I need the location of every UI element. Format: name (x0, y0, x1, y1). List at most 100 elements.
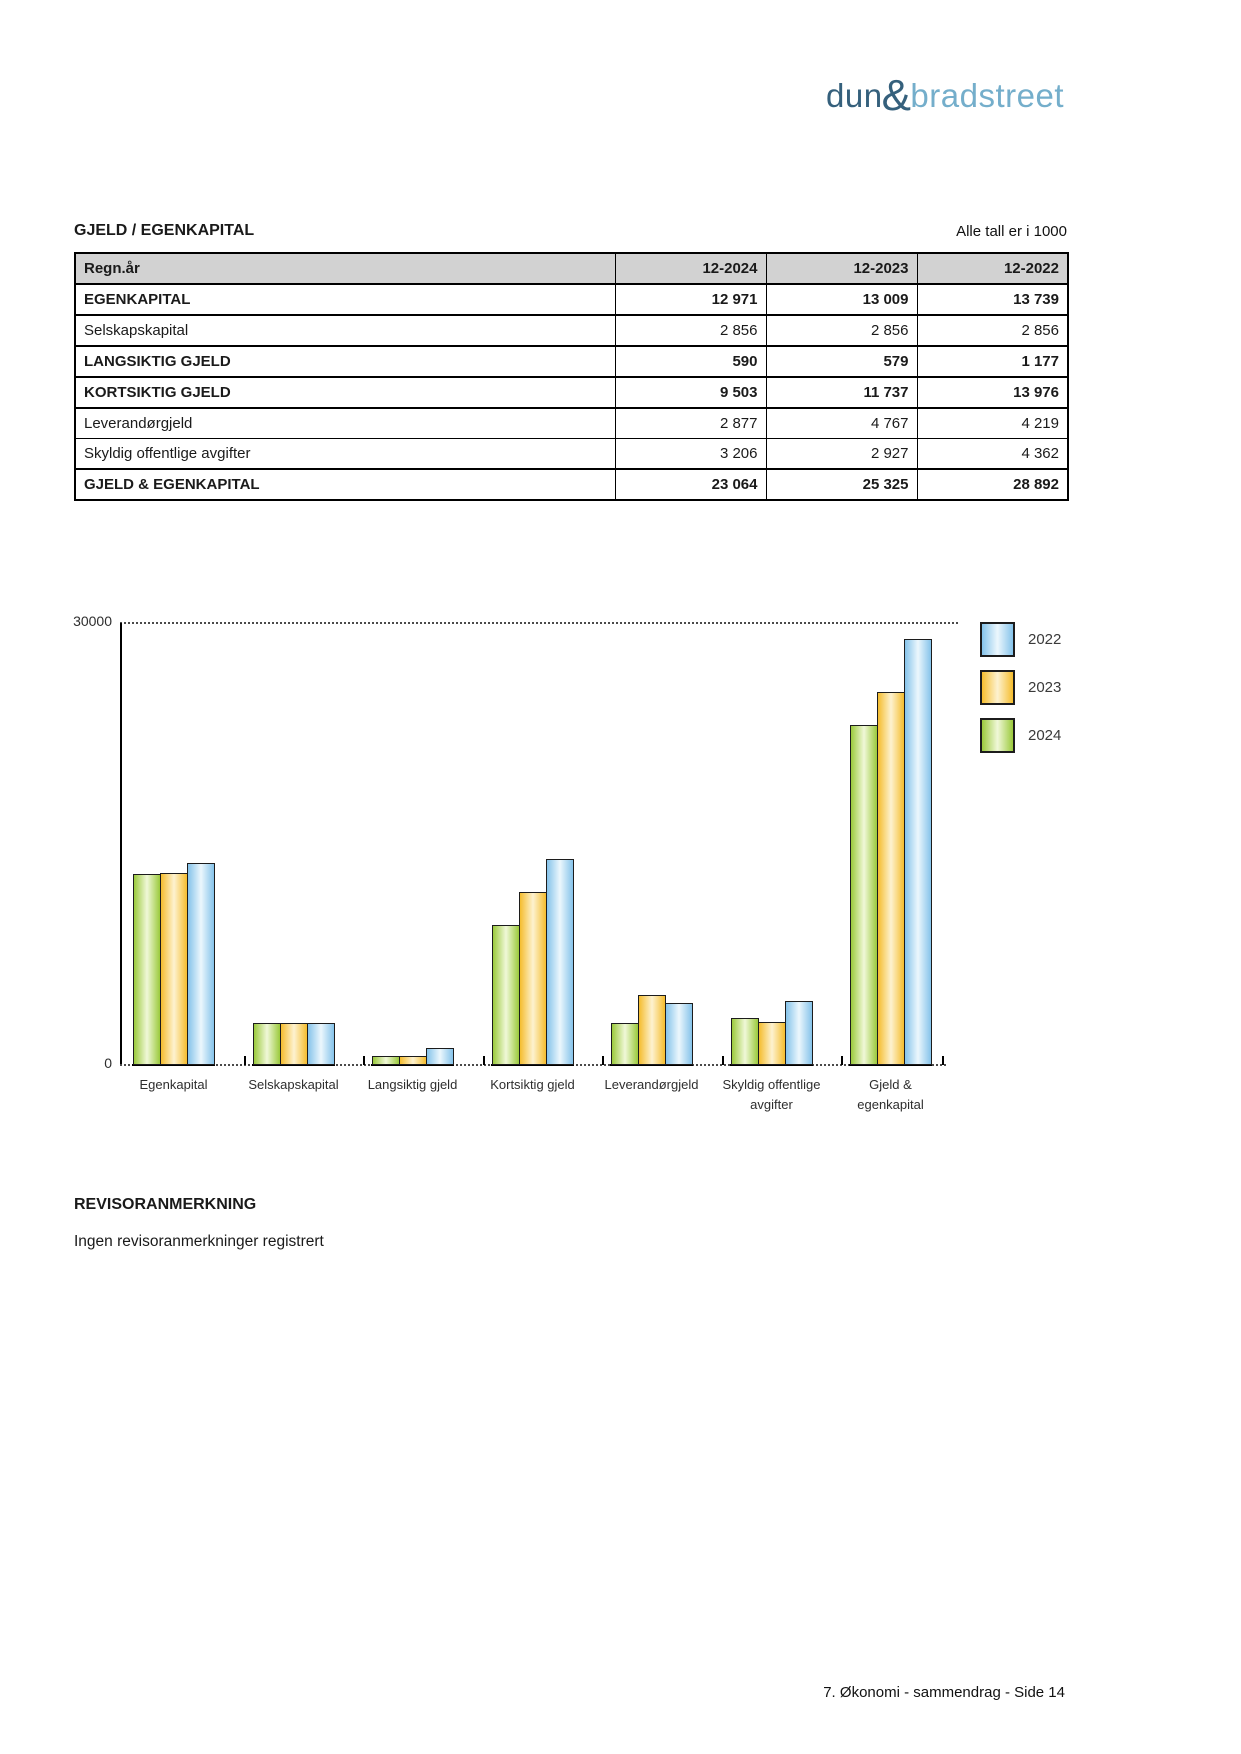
bar-2024-5 (611, 1023, 639, 1065)
row-value: 3 206 (614, 438, 767, 470)
bar-2024-3 (372, 1056, 400, 1065)
legend-swatch-2023 (980, 670, 1015, 705)
y-axis-line (120, 623, 122, 1065)
row-label: EGENKAPITAL (74, 283, 616, 316)
row-value: 12 971 (614, 283, 767, 316)
table-row: EGENKAPITAL 12 971 13 009 13 739 (74, 283, 1069, 316)
row-label: Leverandørgjeld (74, 407, 616, 439)
row-value: 9 503 (614, 376, 767, 409)
x-axis-tick (483, 1056, 485, 1065)
row-value: 4 219 (916, 407, 1069, 439)
column-header: 12-2023 (765, 252, 918, 285)
logo-text-dun: dun (826, 77, 883, 114)
bar-2023-5 (638, 995, 666, 1065)
bar-2024-6 (731, 1018, 759, 1065)
x-axis-end-tick (942, 1056, 944, 1065)
table-row: Skyldig offentlige avgifter 3 206 2 927 4 3… (74, 438, 1069, 470)
category-label: Leverandørgjeld (604, 1077, 699, 1092)
category-label: Kortsiktig gjeld (490, 1077, 575, 1092)
section-header: GJELD / EGENKAPITAL Alle tall er i 1000 (74, 222, 1067, 240)
row-value: 13 976 (916, 376, 1069, 409)
legend-swatch-2022 (980, 622, 1015, 657)
y-tick-label-zero: 0 (104, 1055, 112, 1071)
row-value: 11 737 (765, 376, 918, 409)
x-axis-tick (363, 1056, 365, 1065)
bar-2022-3 (426, 1048, 454, 1065)
revisor-text: Ingen revisoranmerkninger registrert (74, 1233, 324, 1250)
x-axis-tick (722, 1056, 724, 1065)
x-axis-group-baseline (252, 1064, 335, 1066)
category-label: Egenkapital (139, 1077, 208, 1092)
column-header: Regn.år (74, 252, 616, 285)
bar-2022-1 (187, 863, 215, 1065)
bar-2022-6 (785, 1001, 813, 1065)
bar-2024-1 (133, 874, 161, 1065)
legend-label-2022: 2022 (1028, 631, 1062, 648)
unit-note: Alle tall er i 1000 (956, 223, 1067, 240)
x-axis-group-baseline (491, 1064, 574, 1066)
row-value: 2 856 (614, 314, 767, 347)
bar-2024-4 (492, 925, 520, 1065)
page-footer: 7. Økonomi - sammendrag - Side 14 (823, 1684, 1065, 1701)
x-axis-tick (244, 1056, 246, 1065)
legend-label-2024: 2024 (1028, 727, 1062, 744)
bar-2022-4 (546, 859, 574, 1065)
x-axis-tick (841, 1056, 843, 1065)
x-axis-group-baseline (371, 1064, 454, 1066)
row-value: 579 (765, 345, 918, 378)
logo-ampersand-icon: & (881, 71, 912, 120)
row-label: Selskapskapital (74, 314, 616, 347)
row-value: 25 325 (765, 468, 918, 501)
row-value: 13 739 (916, 283, 1069, 316)
category-label: Langsiktig gjeld (367, 1077, 458, 1092)
table-row: GJELD & EGENKAPITAL 23 064 25 325 28 892 (74, 468, 1069, 501)
gridline-30000 (120, 622, 958, 624)
bar-2024-7 (850, 725, 878, 1065)
table-header: Regn.år 12-2024 12-2023 12-2022 (74, 252, 1069, 285)
logo-text-bradstreet: bradstreet (910, 77, 1065, 114)
category-label: Skyldig offentlige avgifter (722, 1077, 821, 1112)
x-axis-group-baseline (849, 1064, 932, 1066)
x-axis-group-baseline (610, 1064, 693, 1066)
row-label: KORTSIKTIG GJELD (74, 376, 616, 409)
table-row: LANGSIKTIG GJELD 590 579 1 177 (74, 345, 1069, 378)
row-label: GJELD & EGENKAPITAL (74, 468, 616, 501)
section-title: GJELD / EGENKAPITAL (74, 222, 255, 239)
bar-2023-7 (877, 692, 905, 1065)
bar-2022-7 (904, 639, 932, 1065)
column-header: 12-2022 (916, 252, 1069, 285)
row-value: 28 892 (916, 468, 1069, 501)
table-row: KORTSIKTIG GJELD 9 503 11 737 13 976 (74, 376, 1069, 409)
x-axis-tick (602, 1056, 604, 1065)
revisor-heading: REVISORANMERKNING (74, 1196, 257, 1213)
bar-2022-2 (307, 1023, 335, 1065)
row-value: 1 177 (916, 345, 1069, 378)
legend-label-2023: 2023 (1028, 679, 1062, 696)
bar-2023-6 (758, 1022, 786, 1065)
row-value: 4 767 (765, 407, 918, 439)
x-axis-group-baseline (730, 1064, 813, 1066)
row-value: 13 009 (765, 283, 918, 316)
row-value: 2 856 (765, 314, 918, 347)
y-tick-label-max: 30000 (73, 613, 112, 629)
row-value: 4 362 (916, 438, 1069, 470)
bar-2023-1 (160, 873, 188, 1065)
table-header-row: Regn.år 12-2024 12-2023 12-2022 (74, 252, 1069, 285)
legend-swatch-2024 (980, 718, 1015, 753)
dun-bradstreet-logo: dun&bradstreet (826, 68, 1065, 120)
financial-table: Regn.år 12-2024 12-2023 12-2022 EGENKAPITAL… (74, 252, 1069, 501)
bar-2023-2 (280, 1023, 308, 1065)
row-value: 23 064 (614, 468, 767, 501)
bar-2022-5 (665, 1003, 693, 1065)
bar-2024-2 (253, 1023, 281, 1065)
table-body: EGENKAPITAL 12 971 13 009 13 739 Selskapskap… (74, 283, 1069, 501)
row-value: 2 927 (765, 438, 918, 470)
bar-2023-4 (519, 892, 547, 1065)
row-value: 2 856 (916, 314, 1069, 347)
row-value: 590 (614, 345, 767, 378)
row-value: 2 877 (614, 407, 767, 439)
category-label: Selskapskapital (248, 1077, 339, 1092)
bar-2023-3 (399, 1056, 427, 1065)
row-label: LANGSIKTIG GJELD (74, 345, 616, 378)
